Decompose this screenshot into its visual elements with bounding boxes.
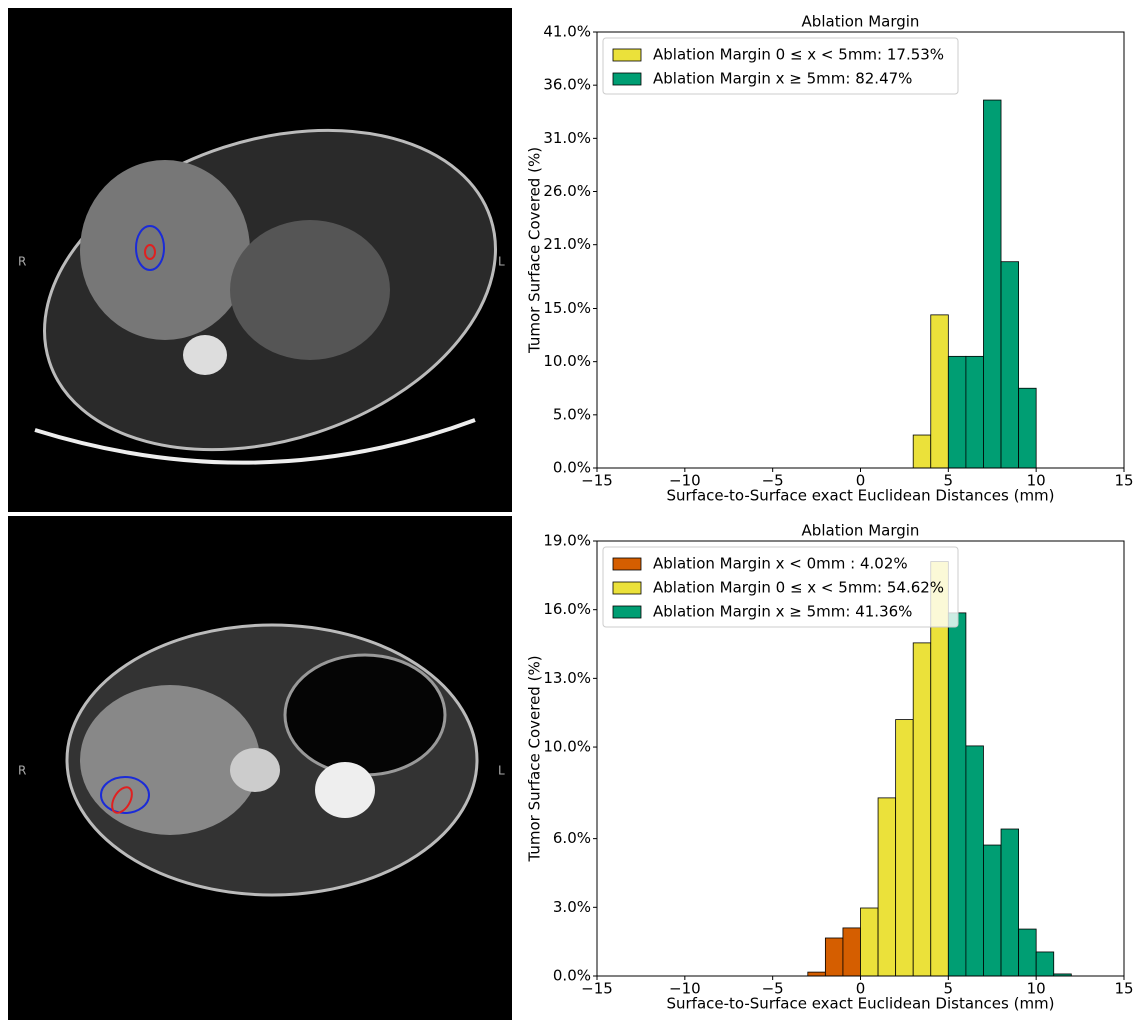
bar: [965, 745, 984, 977]
x-axis-label: Surface-to-Surface exact Euclidean Dista…: [666, 995, 1054, 1013]
bar: [877, 797, 897, 977]
ct-right-label: L: [498, 255, 505, 269]
x-tick-label: 10: [1027, 980, 1046, 998]
x-tick-label: −10: [669, 472, 701, 490]
ct-table: [34, 418, 476, 465]
y-tick-label: 16.0%: [543, 600, 591, 618]
y-tick-label: 15.0%: [543, 299, 591, 317]
bar: [983, 844, 1002, 977]
y-axis-label: Tumor Surface Covered (%): [526, 147, 544, 354]
legend-swatch: [612, 581, 642, 595]
legend-label: Ablation Margin 0 ≤ x < 5mm: 54.62%: [653, 579, 944, 597]
x-axis-label: Surface-to-Surface exact Euclidean Dista…: [666, 487, 1054, 505]
bar: [947, 355, 967, 469]
y-tick-label: 41.0%: [543, 23, 591, 41]
ct-spine: [183, 335, 227, 375]
bar: [1000, 828, 1019, 977]
legend-swatch: [612, 72, 642, 86]
ct-contour: [100, 776, 150, 814]
legend-label: Ablation Margin x ≥ 5mm: 82.47%: [653, 70, 912, 88]
legend-swatch: [612, 557, 642, 571]
legend-label: Ablation Margin x ≥ 5mm: 41.36%: [653, 603, 912, 621]
ct-liver: [80, 685, 260, 835]
x-tick-label: 5: [944, 472, 954, 490]
legend-swatch: [612, 605, 642, 619]
bar: [842, 927, 861, 977]
bar: [895, 719, 914, 977]
ct-image: R L: [8, 516, 512, 1020]
x-tick-label: 15: [1114, 472, 1133, 490]
bar: [824, 937, 844, 977]
y-tick-label: 31.0%: [543, 129, 591, 147]
bar: [912, 434, 932, 469]
ct-image: R L: [8, 8, 512, 512]
bar: [860, 907, 879, 977]
y-tick-label: 10.0%: [543, 352, 591, 370]
bar: [1035, 951, 1055, 977]
x-tick-label: 10: [1027, 472, 1046, 490]
ct-left-label: R: [18, 255, 26, 269]
y-tick-label: 0.0%: [553, 967, 591, 985]
bar: [965, 355, 984, 469]
x-tick-label: 15: [1114, 980, 1133, 998]
legend-label: Ablation Margin 0 ≤ x < 5mm: 17.53%: [653, 46, 944, 64]
y-tick-label: 10.0%: [543, 738, 591, 756]
bar: [1018, 928, 1037, 977]
x-tick-label: 5: [944, 980, 954, 998]
y-tick-label: 13.0%: [543, 669, 591, 687]
bar: [930, 314, 949, 469]
x-tick-label: −15: [581, 472, 613, 490]
legend-box: [602, 37, 959, 95]
chart-title: Ablation Margin: [802, 522, 920, 540]
chart-title: Ablation Margin: [802, 13, 920, 31]
y-tick-label: 26.0%: [543, 182, 591, 200]
x-tick-label: −5: [762, 980, 784, 998]
y-axis-label: Tumor Surface Covered (%): [526, 655, 544, 862]
bar: [1000, 261, 1019, 469]
ct-contour: [144, 244, 156, 260]
x-tick-label: −10: [669, 980, 701, 998]
y-tick-label: 3.0%: [553, 898, 591, 916]
legend-box: [602, 546, 959, 628]
y-tick-label: 36.0%: [543, 76, 591, 94]
ct-stomach: [283, 653, 447, 777]
y-tick-label: 19.0%: [543, 532, 591, 550]
ct-liver: [80, 160, 250, 340]
x-tick-label: 0: [856, 472, 866, 490]
bar: [807, 971, 826, 977]
ct-right-label: L: [498, 764, 505, 778]
ct-contour: [135, 225, 165, 271]
ct-organ: [230, 220, 390, 360]
x-tick-label: −15: [581, 980, 613, 998]
x-tick-label: −5: [762, 472, 784, 490]
legend-swatch: [612, 48, 642, 62]
ct-spine: [230, 748, 280, 792]
ct-contour: [111, 786, 133, 814]
y-tick-label: 21.0%: [543, 235, 591, 253]
plot-frame: [596, 31, 1125, 469]
bar: [983, 99, 1002, 469]
bar: [1018, 387, 1037, 469]
legend-label: Ablation Margin x < 0mm : 4.02%: [653, 555, 908, 573]
bar: [912, 642, 932, 977]
bar: [947, 612, 967, 977]
y-tick-label: 6.0%: [553, 829, 591, 847]
x-tick-label: 0: [856, 980, 866, 998]
y-tick-label: 0.0%: [553, 459, 591, 477]
y-tick-label: 5.0%: [553, 405, 591, 423]
ct-kidney: [315, 762, 375, 818]
ct-left-label: R: [18, 764, 26, 778]
